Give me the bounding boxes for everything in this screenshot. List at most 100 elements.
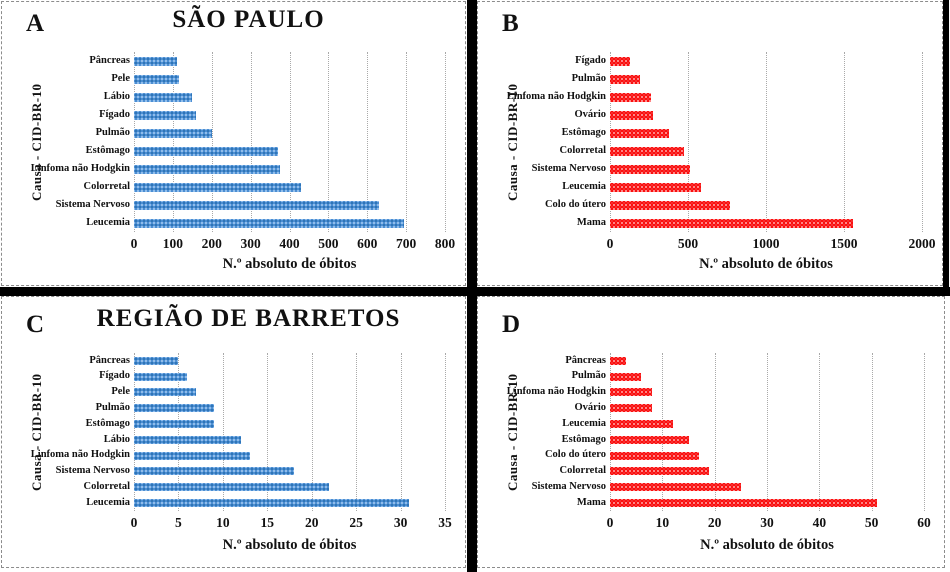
gridline (406, 52, 408, 232)
bar (610, 182, 702, 192)
bar-row (610, 432, 924, 448)
bar-row (134, 385, 445, 401)
category-label: Fígado (99, 108, 130, 120)
gridline (289, 52, 291, 232)
right-edge-strip (943, 0, 949, 296)
bar (134, 356, 179, 365)
bar (134, 146, 278, 156)
x-tick-label: 200 (201, 236, 222, 251)
bar (134, 200, 379, 210)
panel-letter: B (502, 10, 519, 37)
bars-layer (134, 52, 445, 232)
category-label: Sistema Nervoso (55, 198, 130, 210)
bar (610, 146, 685, 156)
grid-layer (610, 353, 925, 511)
category-label: Pulmão (571, 370, 606, 382)
vertical-divider (467, 0, 477, 572)
category-label: Colorretal (559, 465, 606, 477)
bar-row (134, 142, 445, 160)
bar-row (610, 369, 924, 385)
category-label: Estômago (85, 144, 130, 156)
bar-row (134, 495, 445, 511)
category-label: Estômago (561, 126, 606, 138)
category-label: Linfoma não Hodgkin (506, 90, 606, 102)
bar (610, 110, 653, 120)
x-tick-label: 300 (240, 236, 261, 251)
panel-letter: A (26, 10, 45, 37)
category-label: Estômago (85, 417, 130, 429)
bars-layer (134, 353, 445, 511)
bar-row (610, 178, 922, 196)
category-label: Sistema Nervoso (531, 162, 606, 174)
bar (134, 499, 410, 508)
x-tick-label: 25 (349, 515, 363, 530)
category-label: Pulmão (95, 402, 130, 414)
x-tick-label: 30 (393, 515, 408, 530)
gridline (356, 353, 358, 511)
bar (610, 451, 699, 460)
gridline (610, 353, 611, 511)
bar-row (610, 70, 922, 88)
panel-title: SÃO PAULO (172, 6, 325, 33)
panel-d: D Causa - CID-BR-10 Pâncreas Pulmão Linfom… (477, 296, 945, 568)
category-label: Sistema Nervoso (531, 481, 606, 493)
category-label: Pele (111, 72, 130, 84)
panel-c-regiao-de-barretos: C REGIÃO DE BARRETOS Causa - CID-BR-10 P… (1, 296, 466, 568)
x-tick-label: 0 (606, 515, 614, 530)
category-label: Ovário (574, 402, 607, 414)
x-tick-label: 60 (917, 515, 931, 530)
category-label: Colo do útero (544, 198, 606, 210)
bar (134, 164, 280, 174)
bar (610, 92, 651, 102)
gridline (924, 353, 925, 511)
category-label: Mama (576, 216, 606, 228)
bar (134, 483, 330, 492)
bar (134, 92, 193, 102)
gridline (844, 52, 845, 232)
bar (610, 483, 741, 492)
gridline (922, 52, 923, 232)
bar (610, 435, 689, 444)
bar-row (134, 448, 445, 464)
gridline (688, 52, 689, 232)
bar (134, 435, 241, 444)
bar (610, 467, 710, 476)
panel-title: REGIÃO DE BARRETOS (96, 305, 401, 332)
x-tick-label: 0 (130, 515, 138, 530)
gridline (267, 353, 269, 511)
x-tick-label: 20 (707, 515, 722, 530)
gridline (766, 52, 767, 232)
bar-row (134, 106, 445, 124)
bars-layer (610, 52, 922, 232)
panel-a-sao-paulo: A SÃO PAULO Causa - CID-BR-10 Pâncreas Pe… (1, 1, 466, 286)
gridline (134, 52, 135, 232)
bar-row (134, 214, 445, 232)
panel-letter: D (502, 311, 521, 338)
bar (610, 499, 877, 508)
bar (134, 56, 177, 66)
horizontal-divider (0, 287, 950, 296)
category-label: Leucemia (86, 496, 130, 508)
x-tick-label: 500 (318, 236, 339, 251)
category-label: Fígado (99, 370, 130, 382)
bar-row (134, 88, 445, 106)
bar-row (134, 70, 445, 88)
x-tick-label: 20 (304, 515, 319, 530)
labels-col: Pâncreas Fígado Pele Pulmão Estômago Lábio Lin… (10, 353, 130, 511)
bar (134, 218, 405, 228)
bar-row (610, 479, 924, 495)
bars-layer (610, 353, 924, 511)
bar-row (134, 178, 445, 196)
bar-row (610, 52, 922, 70)
bar (610, 164, 691, 174)
bar-row (134, 416, 445, 432)
labels-col: Pâncreas Pulmão Linfoma não Hodgkin Ovário L… (486, 353, 606, 511)
category-label: Pele (111, 386, 130, 398)
bar-row (134, 124, 445, 142)
x-tick-label: 30 (760, 515, 774, 530)
gridline (250, 52, 252, 232)
gridline (172, 52, 174, 232)
bar-row (134, 196, 445, 214)
bar-row (610, 214, 922, 232)
